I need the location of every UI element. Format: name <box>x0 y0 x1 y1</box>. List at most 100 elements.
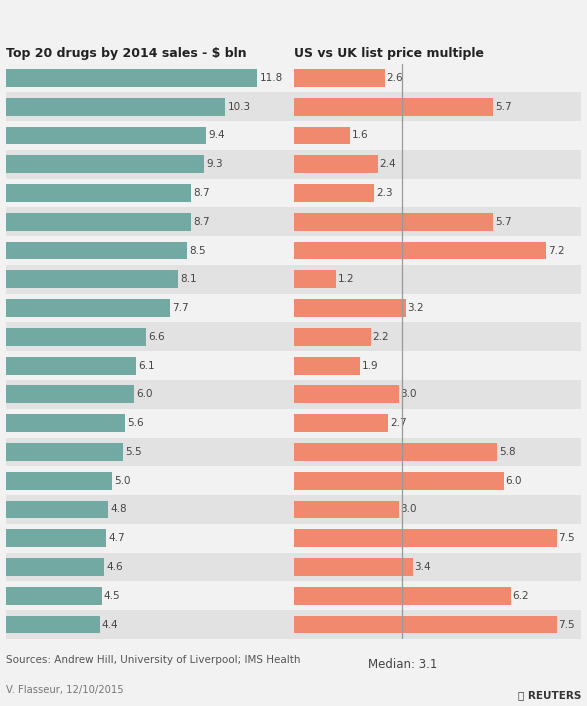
Text: 2.7: 2.7 <box>390 418 407 428</box>
Bar <box>294 213 494 231</box>
Text: 5.0: 5.0 <box>114 476 131 486</box>
Bar <box>294 328 370 346</box>
Bar <box>6 64 294 92</box>
Bar <box>294 610 581 639</box>
Text: 3.0: 3.0 <box>400 390 417 400</box>
Bar <box>6 385 134 403</box>
Text: 5.6: 5.6 <box>127 418 144 428</box>
Bar <box>294 155 377 173</box>
Bar <box>294 126 350 145</box>
Bar <box>6 126 206 145</box>
Bar <box>294 530 556 547</box>
Text: 11.8: 11.8 <box>259 73 283 83</box>
Text: 1.9: 1.9 <box>362 361 379 371</box>
Bar <box>6 121 294 150</box>
Bar <box>6 582 294 610</box>
Text: 7.2: 7.2 <box>548 246 565 256</box>
Bar <box>6 466 294 495</box>
Bar <box>294 208 581 236</box>
Bar <box>6 530 106 547</box>
Bar <box>6 351 294 380</box>
Bar <box>294 270 336 288</box>
Bar <box>6 92 294 121</box>
Text: US vs UK list price multiple: US vs UK list price multiple <box>294 47 484 59</box>
Bar <box>294 236 581 265</box>
Text: 3.4: 3.4 <box>414 562 431 572</box>
Text: 4.8: 4.8 <box>110 505 127 515</box>
Bar <box>6 323 294 351</box>
Bar <box>6 524 294 553</box>
Text: 4.4: 4.4 <box>102 620 119 630</box>
Bar <box>294 380 581 409</box>
Bar <box>6 610 294 639</box>
Text: 9.4: 9.4 <box>208 131 225 140</box>
Bar <box>294 265 581 294</box>
Text: 2.3: 2.3 <box>376 188 393 198</box>
Text: 5.7: 5.7 <box>495 102 512 112</box>
Text: 2.6: 2.6 <box>386 73 403 83</box>
Text: Top 20 drugs by 2014 sales - $ bln: Top 20 drugs by 2014 sales - $ bln <box>6 47 247 59</box>
Bar <box>6 155 204 173</box>
Bar <box>294 587 511 605</box>
Bar <box>294 150 581 179</box>
Bar <box>6 213 191 231</box>
Bar <box>294 97 494 116</box>
Text: 6.0: 6.0 <box>506 476 522 486</box>
Text: 7.5: 7.5 <box>558 620 575 630</box>
Bar <box>294 443 497 461</box>
Text: 1.2: 1.2 <box>338 275 354 285</box>
Bar <box>6 501 108 518</box>
Text: 8.7: 8.7 <box>193 188 210 198</box>
Text: 8.5: 8.5 <box>189 246 205 256</box>
Bar <box>6 236 294 265</box>
Text: Sources: Andrew Hill, University of Liverpool; IMS Health: Sources: Andrew Hill, University of Live… <box>6 655 301 665</box>
Bar <box>294 524 581 553</box>
Bar <box>294 582 581 610</box>
Bar <box>294 501 399 518</box>
Bar <box>6 179 294 208</box>
Bar <box>6 357 136 375</box>
Bar <box>6 558 104 576</box>
Text: 6.0: 6.0 <box>136 390 153 400</box>
Text: 4.6: 4.6 <box>106 562 123 572</box>
Bar <box>6 265 294 294</box>
Bar <box>294 294 581 323</box>
Bar <box>6 414 125 432</box>
Text: 7.5: 7.5 <box>558 533 575 543</box>
Bar <box>6 472 112 490</box>
Bar <box>294 357 360 375</box>
Bar <box>294 121 581 150</box>
Bar <box>294 558 413 576</box>
Bar <box>294 179 581 208</box>
Bar <box>294 414 388 432</box>
Text: 6.1: 6.1 <box>138 361 154 371</box>
Bar <box>6 208 294 236</box>
Text: 2.4: 2.4 <box>379 160 396 169</box>
Bar <box>294 69 384 87</box>
Text: 3.0: 3.0 <box>400 505 417 515</box>
Bar <box>294 438 581 466</box>
Bar <box>6 380 294 409</box>
Bar <box>6 150 294 179</box>
Text: 6.6: 6.6 <box>149 332 166 342</box>
Bar <box>6 443 123 461</box>
Bar <box>6 299 170 317</box>
Text: 4.5: 4.5 <box>104 591 120 601</box>
Text: Ⓡ REUTERS: Ⓡ REUTERS <box>518 690 581 700</box>
Text: 3.2: 3.2 <box>407 303 424 313</box>
Bar <box>294 323 581 351</box>
Bar <box>6 409 294 438</box>
Text: 9.3: 9.3 <box>206 160 223 169</box>
Bar <box>294 351 581 380</box>
Text: 5.5: 5.5 <box>125 447 142 457</box>
Bar <box>294 385 399 403</box>
Bar <box>6 184 191 202</box>
Text: 7.7: 7.7 <box>172 303 188 313</box>
Bar <box>6 587 102 605</box>
Bar <box>6 495 294 524</box>
Text: 2.2: 2.2 <box>372 332 389 342</box>
Bar <box>294 472 504 490</box>
Text: 5.7: 5.7 <box>495 217 512 227</box>
Bar <box>6 294 294 323</box>
Bar <box>6 69 257 87</box>
